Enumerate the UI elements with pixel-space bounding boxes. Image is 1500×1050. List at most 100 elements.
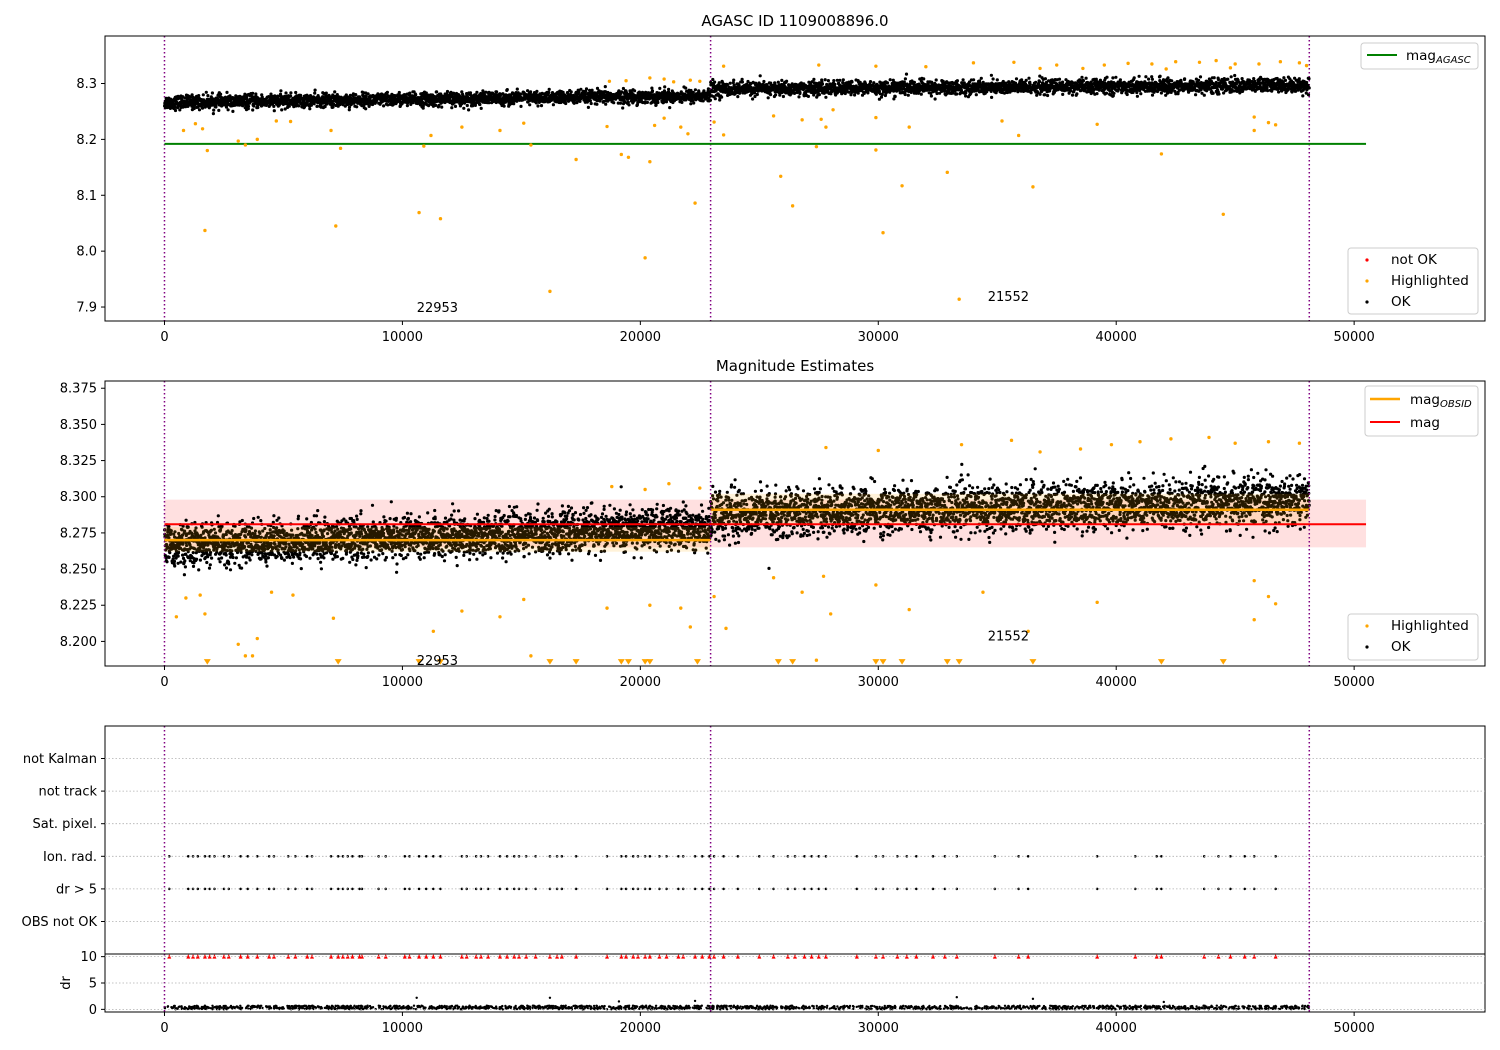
data-point-ok — [838, 78, 842, 82]
data-point-ok — [397, 90, 401, 95]
data-point-ok — [740, 80, 745, 84]
data-point-ok — [588, 99, 593, 103]
data-point-ok — [934, 78, 938, 82]
data-point-ok — [1029, 91, 1033, 95]
data-point-ok — [547, 90, 551, 95]
data-point-ok — [603, 85, 607, 89]
data-point-ok — [906, 93, 910, 97]
data-point-ok — [1028, 83, 1032, 87]
data-point-ok — [903, 92, 907, 97]
data-point-ok — [462, 106, 466, 110]
data-point-ok — [479, 106, 483, 110]
data-point-ok — [197, 108, 202, 112]
data-point-ok — [728, 81, 732, 85]
data-point-ok — [732, 78, 736, 82]
data-point-ok — [495, 90, 499, 94]
data-point-ok — [758, 74, 762, 78]
data-point-ok — [1061, 80, 1065, 84]
data-point-ok — [650, 89, 655, 93]
data-point-ok — [197, 94, 201, 98]
data-point-ok — [1170, 79, 1174, 83]
data-point-ok — [1216, 77, 1220, 82]
data-point-ok — [769, 93, 773, 97]
data-point-ok — [755, 92, 759, 97]
data-point-ok — [282, 97, 286, 101]
data-point-ok — [713, 80, 717, 84]
data-point-ok — [1217, 92, 1221, 96]
data-point-ok — [868, 80, 873, 84]
data-point-ok — [604, 102, 608, 106]
data-point-ok — [251, 91, 255, 95]
data-point-ok — [780, 78, 784, 82]
data-point-ok — [826, 79, 831, 83]
data-point-ok — [713, 97, 717, 101]
data-point-ok — [1198, 75, 1203, 79]
data-point-ok — [991, 77, 995, 81]
data-point-ok — [1252, 77, 1256, 81]
data-point-ok — [904, 72, 909, 76]
data-point-ok — [633, 89, 637, 93]
data-point-ok — [1084, 76, 1088, 80]
panel-agasc: 0 10000 20000 30000 40000 500007.98.08.18.28.… — [76, 12, 1486, 345]
data-point-ok — [841, 78, 845, 82]
data-point-ok — [955, 79, 960, 83]
data-point-ok — [518, 92, 523, 96]
data-point-ok — [618, 101, 623, 105]
data-point-ok — [204, 90, 208, 94]
data-point-ok — [1132, 76, 1136, 80]
data-point-ok — [684, 86, 688, 90]
data-point-ok — [1226, 77, 1230, 81]
data-point-ok — [283, 107, 287, 111]
data-point-ok — [627, 103, 631, 107]
data-point-ok — [691, 90, 695, 94]
data-point-ok — [1095, 92, 1099, 96]
data-point-ok — [251, 108, 255, 112]
data-point-ok — [1070, 93, 1075, 97]
data-point-ok — [256, 105, 260, 110]
data-point-ok — [450, 106, 454, 110]
data-point-ok — [824, 95, 828, 99]
data-point-ok — [1114, 75, 1118, 79]
data-point-ok — [740, 77, 744, 81]
data-point-ok — [579, 87, 583, 91]
panel-agasc-data — [163, 36, 1367, 321]
data-point-ok — [667, 87, 671, 91]
data-point-ok — [1057, 77, 1062, 81]
data-point-ok — [990, 95, 994, 99]
data-point-ok — [1112, 91, 1116, 95]
data-point-ok — [289, 94, 293, 98]
data-point-ok — [989, 73, 994, 77]
data-point-ok — [280, 108, 284, 112]
data-point-ok — [414, 93, 418, 97]
data-point-ok — [243, 92, 247, 96]
data-point-ok — [228, 94, 232, 98]
data-point-ok — [717, 81, 721, 85]
data-point-ok — [547, 87, 551, 91]
data-point-ok — [348, 93, 352, 97]
data-point-ok — [276, 94, 280, 98]
data-point-ok — [465, 103, 469, 108]
data-point-ok — [354, 93, 358, 97]
data-point-ok — [933, 97, 937, 101]
data-point-ok — [1144, 75, 1148, 79]
data-point-ok — [1139, 92, 1143, 96]
data-point-ok — [324, 91, 328, 95]
data-point-ok — [206, 94, 210, 98]
data-point-ok — [850, 80, 854, 84]
data-point-ok — [564, 101, 568, 106]
data-point-ok — [536, 104, 540, 108]
data-point-ok — [217, 108, 221, 112]
data-point-ok — [872, 81, 876, 85]
data-point-ok — [1037, 80, 1042, 84]
data-point-ok — [979, 76, 983, 80]
data-point-ok — [453, 104, 458, 108]
data-point-ok — [964, 94, 968, 98]
data-point-ok — [569, 90, 573, 94]
data-point-ok — [1240, 77, 1244, 81]
data-point-ok — [797, 95, 801, 99]
data-point-ok — [200, 106, 205, 110]
data-point-ok — [241, 104, 245, 108]
data-point-ok — [1211, 91, 1215, 95]
data-point-ok — [1150, 93, 1155, 97]
data-point-ok — [512, 102, 516, 106]
